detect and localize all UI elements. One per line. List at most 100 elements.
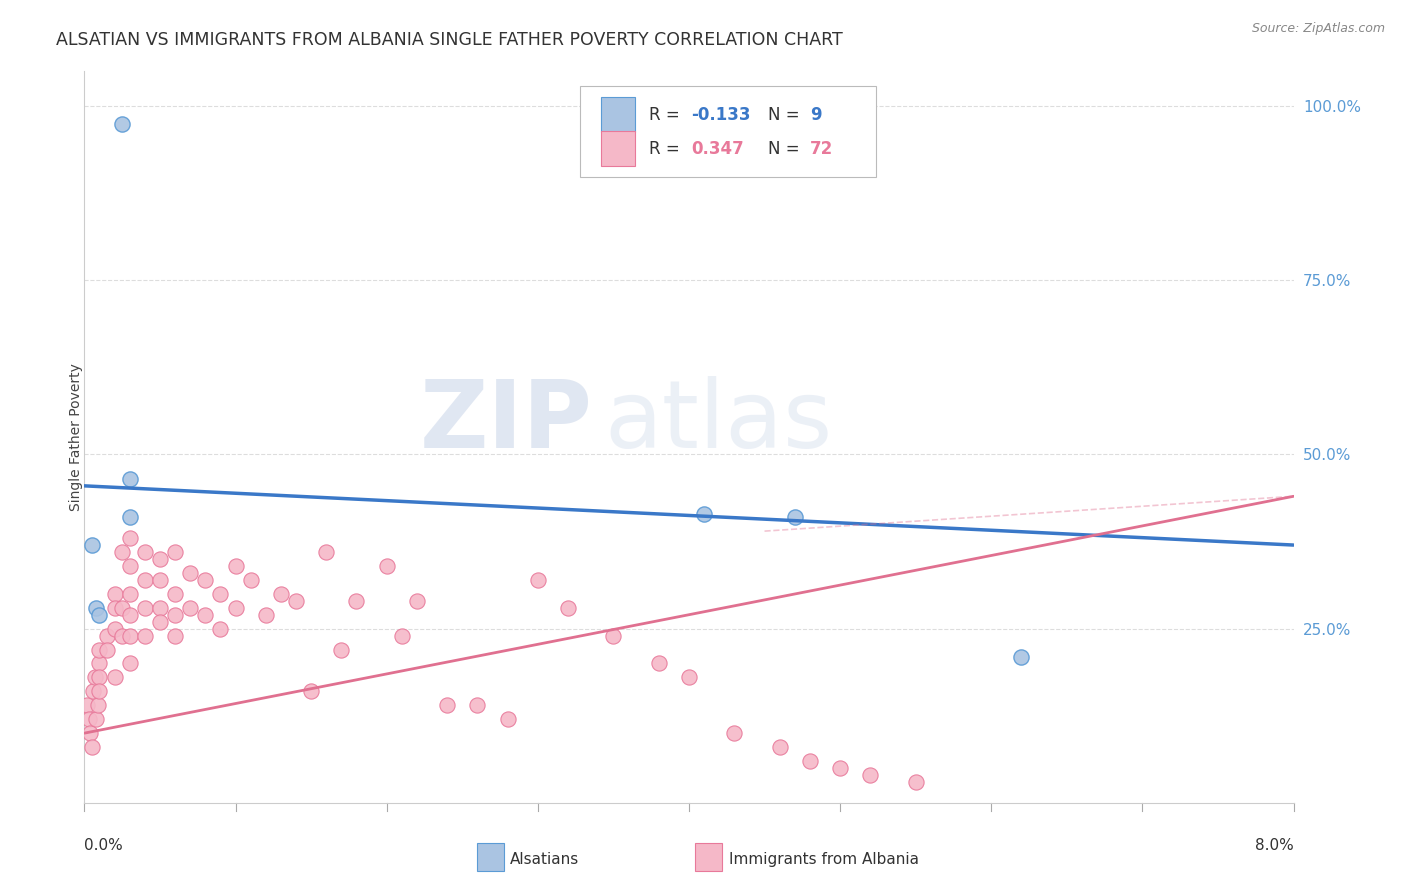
Point [134,573,156,587]
Point [225,558,247,573]
Point [134,545,156,559]
Point [134,629,156,643]
Text: R =: R = [650,105,685,123]
Text: N =: N = [768,140,804,158]
Point [225,600,247,615]
Text: R =: R = [650,140,685,158]
Point [209,622,232,636]
Point [118,558,141,573]
Point [165,545,187,559]
Point [1011,649,1033,664]
Point [79,726,101,740]
Point [406,594,429,608]
Point [80,740,103,755]
Point [77,712,100,726]
Point [111,600,134,615]
Point [84,670,107,684]
Point [87,698,110,713]
Point [270,587,292,601]
Point [134,600,156,615]
Point [118,587,141,601]
Point [315,545,337,559]
Point [111,545,134,559]
Point [86,600,108,615]
Point [104,670,127,684]
Point [111,117,134,131]
Point [375,558,398,573]
Point [118,531,141,545]
Point [527,573,550,587]
Point [149,615,172,629]
FancyBboxPatch shape [695,843,721,871]
Point [118,510,141,524]
Point [239,573,262,587]
Point [678,670,700,684]
Point [96,642,118,657]
Point [89,657,111,671]
Point [557,600,579,615]
Point [104,622,127,636]
Point [76,698,98,713]
Point [859,768,882,782]
Point [285,594,308,608]
Point [165,587,187,601]
FancyBboxPatch shape [600,131,634,167]
Text: ALSATIAN VS IMMIGRANTS FROM ALBANIA SINGLE FATHER POVERTY CORRELATION CHART: ALSATIAN VS IMMIGRANTS FROM ALBANIA SING… [56,31,844,49]
Point [346,594,368,608]
Point [179,600,201,615]
Point [467,698,489,713]
Text: 0.0%: 0.0% [84,838,124,854]
Point [111,629,134,643]
Point [89,607,111,622]
Point [82,684,104,698]
Point [118,629,141,643]
Point [89,684,111,698]
Text: atlas: atlas [605,376,832,468]
FancyBboxPatch shape [600,97,634,132]
Text: 72: 72 [810,140,834,158]
Point [330,642,353,657]
Point [830,761,852,775]
Point [149,600,172,615]
Point [723,726,745,740]
Point [194,607,217,622]
Point [149,552,172,566]
Point [194,573,217,587]
Text: ZIP: ZIP [419,376,592,468]
Point [391,629,413,643]
Y-axis label: Single Father Poverty: Single Father Poverty [69,363,83,511]
Point [89,642,111,657]
Point [118,607,141,622]
FancyBboxPatch shape [581,86,876,178]
Point [118,657,141,671]
Point [602,629,624,643]
Point [496,712,519,726]
Point [86,712,108,726]
Point [149,573,172,587]
Text: 8.0%: 8.0% [1254,838,1294,854]
Point [648,657,671,671]
Text: 9: 9 [810,105,821,123]
Text: Source: ZipAtlas.com: Source: ZipAtlas.com [1251,22,1385,36]
Point [769,740,792,755]
Point [165,629,187,643]
Point [299,684,322,698]
Point [693,507,716,521]
Point [165,607,187,622]
Point [254,607,277,622]
Text: N =: N = [768,105,804,123]
Point [104,600,127,615]
Point [904,775,927,789]
Point [80,538,103,552]
Point [209,587,232,601]
Point [118,472,141,486]
Point [89,670,111,684]
Point [96,629,118,643]
Point [783,510,806,524]
Point [179,566,201,580]
Text: -0.133: -0.133 [692,105,751,123]
Point [799,754,821,768]
FancyBboxPatch shape [478,843,503,871]
Point [104,587,127,601]
Text: 0.347: 0.347 [692,140,744,158]
